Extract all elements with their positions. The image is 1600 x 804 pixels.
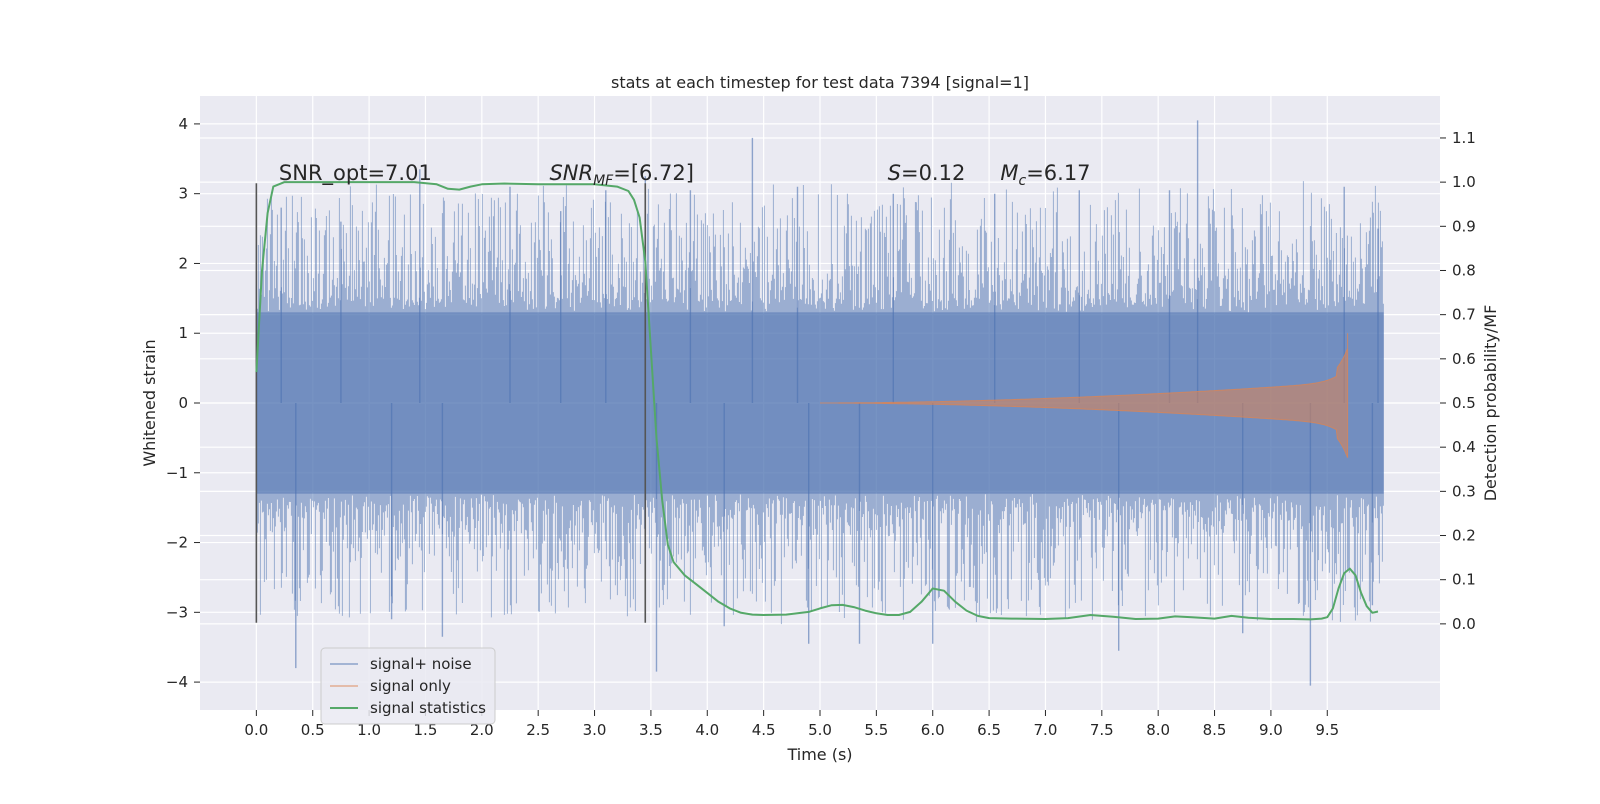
x-tick-label: 9.5 (1315, 721, 1339, 739)
y-tick-label: −3 (166, 603, 188, 621)
y2-tick-label: 1.1 (1452, 129, 1476, 147)
annotation-text: S=0.12 (888, 161, 966, 185)
x-tick-label: 1.0 (357, 721, 381, 739)
x-tick-label: 4.0 (695, 721, 719, 739)
y-tick-label: −2 (166, 534, 188, 552)
annotation-text: SNRMF=[6.72] (549, 161, 694, 189)
x-tick-label: 2.0 (470, 721, 494, 739)
annotation-text: SNR_opt=7.01 (279, 161, 432, 186)
y2-tick-label: 0.6 (1452, 350, 1476, 368)
annotation-subscript: c (1018, 173, 1026, 189)
axes: −4 −3 −2 −1 0 1 2 3 4 0.0 0.1 0.2 0.3 0.4 0.5 0.6 0.7 0.8… (166, 115, 1476, 739)
y-tick-label: 1 (178, 324, 188, 342)
y-tick-label: 3 (178, 185, 188, 203)
annotation-text: Mc=6.17 (1000, 161, 1090, 189)
y-tick-label: 0 (178, 394, 188, 412)
chart-title: stats at each timestep for test data 739… (611, 73, 1029, 92)
y2-axis-label: Detection probability/MF (1481, 305, 1500, 502)
signal-only-series (820, 333, 1349, 458)
x-tick-label: 1.5 (414, 721, 438, 739)
annotation-symbol: S (888, 161, 901, 185)
y2-tick-label: 0.2 (1452, 527, 1476, 545)
annotations: SNR_opt=7.01 SNRMF=[6.72] S=0.12 Mc=6.17 (279, 161, 1091, 189)
x-tick-label: 8.0 (1146, 721, 1170, 739)
legend: signal+ noise signal only signal statistic… (320, 647, 496, 725)
annotation-part: SNR_opt=7.01 (279, 161, 432, 186)
x-tick-label: 7.5 (1090, 721, 1114, 739)
annotation-subscript: MF (593, 173, 614, 189)
x-tick-label: 5.0 (808, 721, 832, 739)
annotation-value: =0.12 (901, 161, 965, 185)
x-tick-label: 4.5 (752, 721, 776, 739)
y2-tick-label: 0.1 (1452, 571, 1476, 589)
signal-statistics-line (255, 181, 1379, 621)
y-axis-label: Whitened strain (140, 339, 159, 466)
annotation-symbol: SNR (549, 161, 593, 185)
y2-tick-label: 0.3 (1452, 482, 1476, 500)
x-tick-label: 2.5 (526, 721, 550, 739)
y-tick-label: 2 (178, 254, 188, 272)
x-tick-label: 3.5 (639, 721, 663, 739)
x-tick-label: 5.5 (864, 721, 888, 739)
x-tick-label: 6.0 (921, 721, 945, 739)
x-tick-label: 6.5 (977, 721, 1001, 739)
signal-only-chirp (820, 333, 1349, 458)
annotation-symbol: M (1000, 161, 1018, 185)
y2-tick-label: 1.0 (1452, 173, 1476, 191)
annotation-value: =6.17 (1026, 161, 1090, 185)
y-tick-label: −1 (166, 464, 188, 482)
y2-tick-label: 0.5 (1452, 394, 1476, 412)
y2-tick-label: 0.8 (1452, 261, 1476, 279)
x-tick-label: 8.5 (1203, 721, 1227, 739)
annotation-value: =[6.72] (613, 161, 694, 185)
legend-label: signal statistics (370, 699, 486, 717)
legend-box (320, 647, 496, 725)
legend-label: signal+ noise (370, 655, 472, 673)
y2-tick-label: 0.0 (1452, 615, 1476, 633)
y2-tick-label: 0.7 (1452, 306, 1476, 324)
y-tick-label: 4 (178, 115, 188, 133)
x-tick-label: 9.0 (1259, 721, 1283, 739)
x-tick-label: 3.0 (583, 721, 607, 739)
x-tick-label: 7.0 (1034, 721, 1058, 739)
y-tick-label: −4 (166, 673, 188, 691)
x-tick-label: 0.5 (301, 721, 325, 739)
y2-tick-label: 0.9 (1452, 217, 1476, 235)
legend-label: signal only (370, 677, 451, 695)
x-tick-label: 0.0 (244, 721, 268, 739)
statistics-series (255, 181, 1379, 621)
x-axis-label: Time (s) (786, 745, 852, 764)
y2-tick-label: 0.4 (1452, 438, 1476, 456)
